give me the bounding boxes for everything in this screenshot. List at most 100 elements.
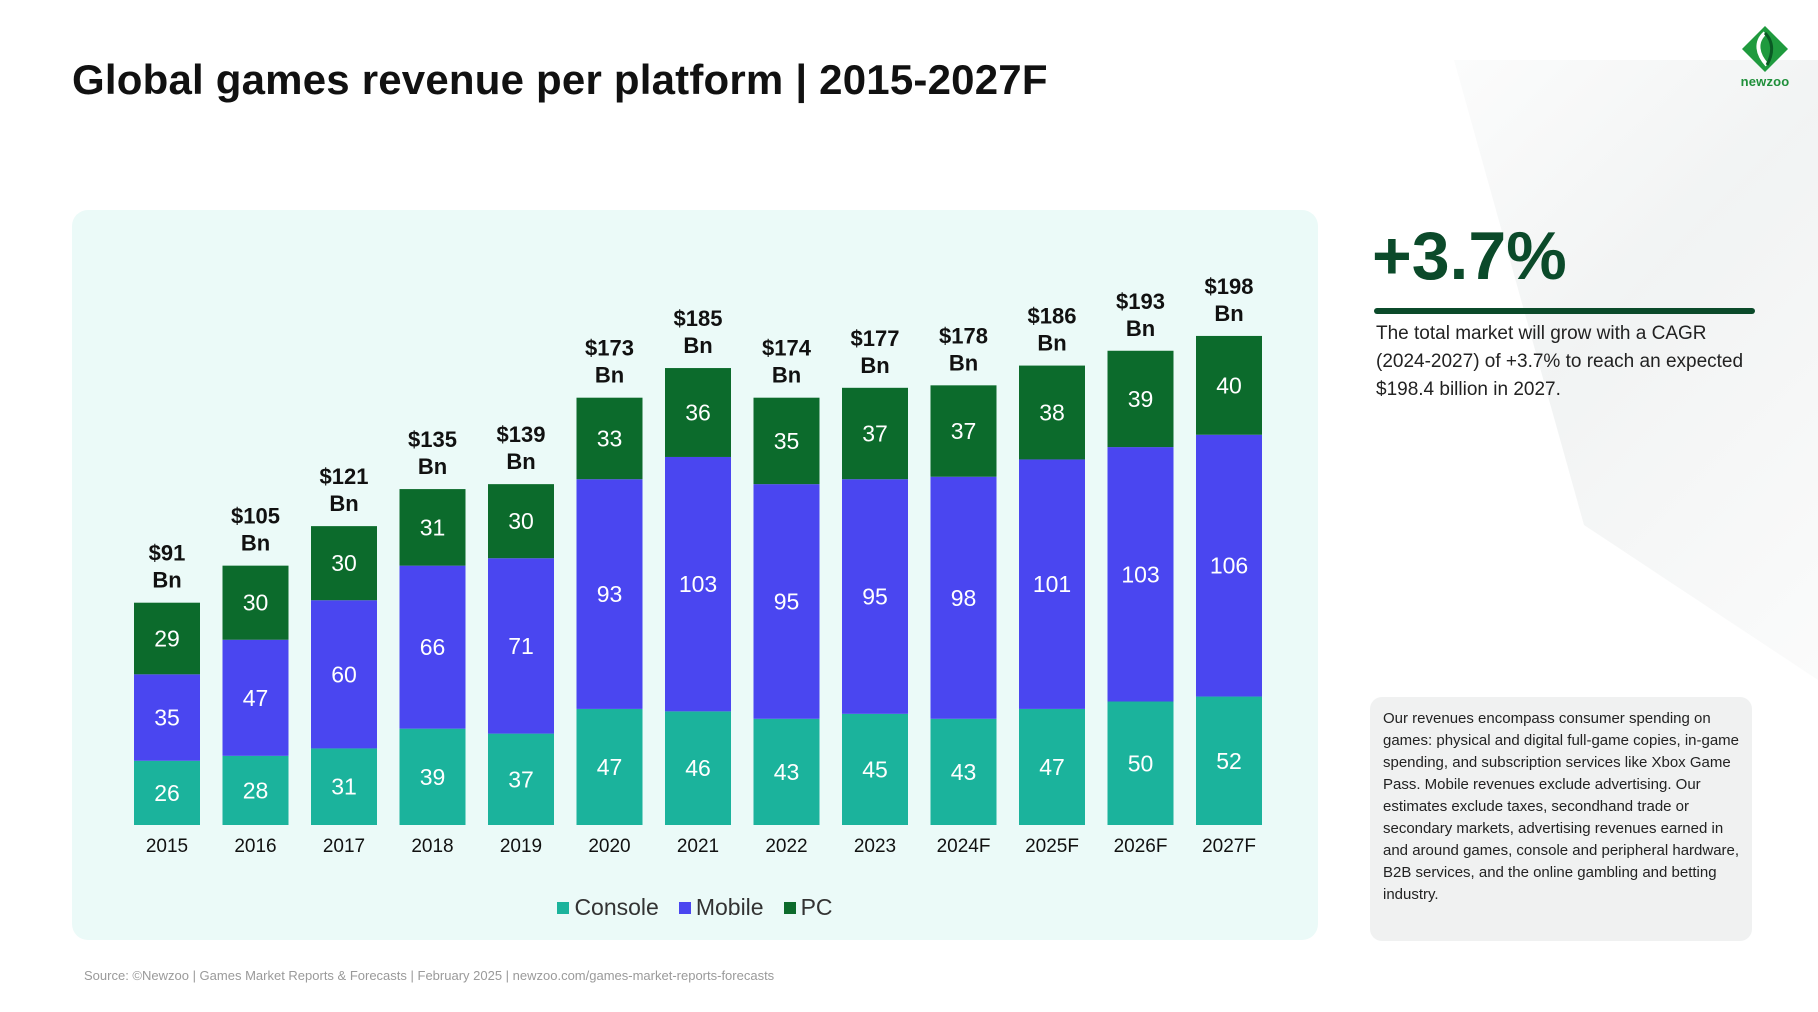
bar-mobile-2027F [1196, 434, 1262, 697]
x-tick-label: 2023 [854, 836, 896, 857]
bar-console-2026F [1107, 701, 1174, 825]
logo-wordmark: newzoo [1740, 74, 1790, 89]
segment-label: 43 [774, 759, 800, 785]
bar-console-2023 [842, 713, 908, 825]
stacked-bar-chart: 26 35 29 $91 Bn 2015 28 47 30 $105 Bn 2016 31 60 30 $12… [134, 274, 1262, 857]
segment-label: 45 [862, 756, 888, 782]
x-tick-label: 2024F [937, 836, 991, 857]
bar-pc-2018 [399, 489, 466, 566]
segment-label: 28 [243, 777, 269, 803]
segment-label: 66 [420, 634, 446, 660]
bar-mobile-2017 [311, 600, 377, 749]
cagr-description: The total market will grow with a CAGR (… [1376, 323, 1744, 400]
segment-label: 93 [597, 581, 623, 607]
segment-label: 95 [862, 584, 888, 610]
segment-label: 103 [1121, 561, 1159, 587]
bar-console-2022 [753, 718, 820, 825]
total-label: $185 Bn [674, 306, 723, 358]
legend-label: Mobile [695, 894, 764, 920]
x-tick-label: 2021 [677, 836, 719, 857]
segment-label: 30 [508, 508, 534, 534]
x-tick-label: 2022 [765, 836, 807, 857]
page-title: Global games revenue per platform | 2015… [72, 56, 1048, 103]
cagr-divider [1374, 308, 1755, 314]
total-label: $91 Bn [149, 541, 186, 593]
segment-label: 71 [508, 633, 534, 659]
legend-swatch [557, 901, 570, 914]
segment-label: 39 [420, 764, 446, 790]
segment-label: 47 [597, 754, 623, 780]
bar-console-2018 [399, 728, 466, 825]
bar-pc-2024F [930, 385, 997, 477]
bar-mobile-2018 [399, 565, 466, 729]
segment-label: 46 [685, 755, 711, 781]
segment-label: 37 [508, 766, 534, 792]
x-tick-label: 2019 [500, 836, 542, 857]
segment-label: 30 [331, 550, 357, 576]
cagr-value: +3.7% [1372, 218, 1567, 294]
segment-label: 33 [597, 425, 623, 451]
x-tick-label: 2018 [411, 836, 453, 857]
bar-console-2027F [1196, 696, 1262, 825]
legend-label: Console [574, 894, 659, 920]
segment-label: 43 [951, 759, 977, 785]
segment-label: 36 [685, 400, 711, 426]
segment-label: 52 [1216, 748, 1242, 774]
bar-mobile-2020 [576, 479, 643, 709]
bar-pc-2017 [311, 526, 377, 601]
bar-console-2020 [576, 708, 643, 825]
total-label: $174 Bn [762, 336, 812, 388]
total-label: $105 Bn [231, 504, 280, 556]
bar-mobile-2025F [1019, 459, 1085, 709]
segment-label: 40 [1216, 372, 1242, 398]
methodology-note: Our revenues encompass consumer spending… [1370, 697, 1752, 941]
newzoo-logo-icon [1742, 26, 1788, 72]
bar-pc-2026F [1107, 350, 1174, 448]
newzoo-logo: newzoo [1730, 24, 1800, 96]
segment-label: 50 [1128, 750, 1154, 776]
segment-label: 35 [154, 705, 180, 731]
segment-label: 37 [862, 421, 888, 447]
bar-pc-2019 [488, 484, 554, 559]
x-tick-label: 2025F [1025, 836, 1079, 857]
segment-label: 37 [951, 418, 977, 444]
segment-label: 29 [154, 626, 180, 652]
bar-mobile-2024F [930, 476, 997, 719]
x-tick-label: 2017 [323, 836, 365, 857]
segment-label: 47 [243, 685, 269, 711]
segment-label: 30 [243, 590, 269, 616]
segment-label: 31 [420, 514, 446, 540]
segment-label: 103 [679, 571, 717, 597]
bar-mobile-2016 [222, 639, 289, 756]
total-label: $177 Bn [851, 326, 900, 378]
segment-label: 101 [1033, 571, 1071, 597]
legend-label: PC [800, 894, 833, 920]
bar-mobile-2015 [134, 674, 200, 761]
segment-label: 60 [331, 661, 357, 687]
bar-mobile-2023 [842, 479, 908, 714]
total-label: $186 Bn [1028, 304, 1077, 356]
methodology-note-text: Our revenues encompass consumer spending… [1383, 710, 1740, 903]
segment-label: 47 [1039, 754, 1065, 780]
bar-mobile-2021 [665, 456, 731, 712]
segment-label: 39 [1128, 386, 1154, 412]
bar-pc-2020 [576, 397, 643, 480]
bar-pc-2015 [134, 602, 200, 675]
total-label: $198 Bn [1205, 274, 1254, 326]
x-tick-label: 2015 [146, 836, 188, 857]
bar-console-2016 [222, 755, 289, 825]
bar-pc-2027F [1196, 335, 1262, 435]
bar-pc-2025F [1019, 365, 1085, 460]
total-label: $135 Bn [408, 427, 457, 479]
segment-label: 26 [154, 780, 180, 806]
x-tick-label: 2016 [234, 836, 276, 857]
legend-swatch [678, 901, 691, 914]
legend-swatch [783, 901, 796, 914]
bar-pc-2016 [222, 565, 289, 640]
segment-label: 35 [774, 428, 800, 454]
total-label: $139 Bn [497, 422, 546, 474]
bar-console-2019 [488, 733, 554, 825]
segment-label: 95 [774, 588, 800, 614]
bar-console-2017 [311, 748, 377, 825]
total-label: $193 Bn [1116, 289, 1165, 341]
